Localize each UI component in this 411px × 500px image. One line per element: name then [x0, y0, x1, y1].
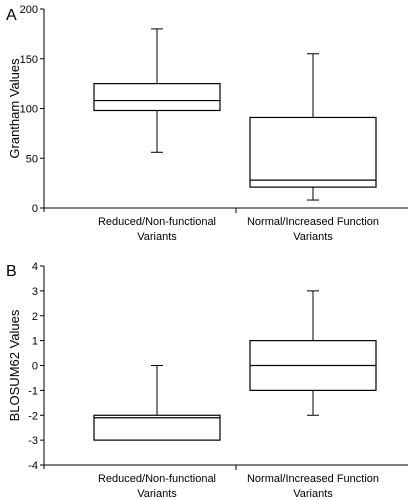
y-tick-label: 200: [20, 4, 38, 16]
iqr-box: [93, 83, 221, 112]
panel-letter: A: [6, 7, 17, 24]
y-tick-label: 3: [32, 286, 38, 298]
panel-letter: B: [6, 263, 17, 280]
x-category-label: Variants: [293, 488, 333, 500]
y-tick-label: 100: [20, 104, 38, 116]
x-category-label: Variants: [293, 231, 333, 243]
x-category-label: Variants: [137, 488, 177, 500]
y-tick-label: 0: [32, 203, 38, 215]
iqr-box: [93, 414, 221, 441]
panel-a-grantham-chart: A Grantham Values 0 50 100 150 200 Reduced/Non-…: [6, 4, 408, 243]
y-tick-label: -1: [28, 385, 38, 397]
y-tick-label: 1: [32, 336, 38, 348]
x-category-label: Normal/Increased Function: [247, 216, 379, 228]
y-tick-label: 50: [26, 153, 38, 165]
y-axis-title: BLOSUM62 Values: [7, 309, 22, 421]
y-tick-label: -4: [28, 460, 38, 472]
iqr-box: [249, 116, 377, 188]
y-tick-label: 0: [32, 361, 38, 373]
panel-b-blosum62-chart: B BLOSUM62 Values -4 -3 -2 -1 0 1 2 3 4 Reduced/Non…: [6, 261, 408, 500]
x-category-label: Variants: [137, 231, 177, 243]
y-tick-label: 2: [32, 311, 38, 323]
x-category-label: Reduced/Non-functional: [98, 216, 216, 228]
y-tick-label: 150: [20, 54, 38, 66]
x-category-label: Normal/Increased Function: [247, 473, 379, 485]
y-tick-label: -3: [28, 435, 38, 447]
x-category-label: Reduced/Non-functional: [98, 473, 216, 485]
y-axis-title: Grantham Values: [7, 58, 22, 159]
y-tick-label: -2: [28, 410, 38, 422]
y-tick-label: 4: [32, 261, 38, 273]
